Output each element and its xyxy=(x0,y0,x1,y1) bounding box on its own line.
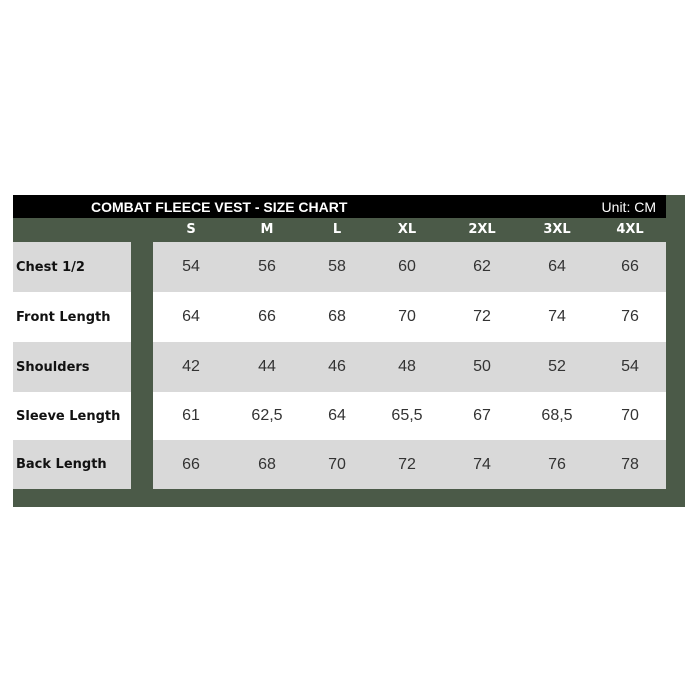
table-cell: 56 xyxy=(258,258,276,275)
row-label: Sleeve Length xyxy=(13,392,131,440)
table-row: 42 44 46 48 50 52 54 xyxy=(153,342,666,392)
table-cell: 52 xyxy=(548,358,566,375)
table-cell: 72 xyxy=(473,308,491,325)
table-cell: 78 xyxy=(621,455,639,473)
table-cell: 64 xyxy=(328,407,346,424)
table-cell: 74 xyxy=(548,308,566,325)
table-cell: 62 xyxy=(473,258,491,275)
table-cell: 70 xyxy=(398,308,416,325)
size-header: M xyxy=(260,222,274,237)
table-row: 54 56 58 60 62 64 66 xyxy=(153,242,666,292)
table-cell: 44 xyxy=(258,358,276,375)
table-cell: 66 xyxy=(258,308,276,325)
size-header: 3XL xyxy=(543,222,571,237)
table-cell: 67 xyxy=(473,407,491,424)
table-cell: 66 xyxy=(182,455,200,473)
table-cell: 64 xyxy=(182,308,200,325)
unit-label: Unit: CM xyxy=(601,199,656,215)
table-cell: 58 xyxy=(328,258,346,275)
table-cell: 68 xyxy=(258,455,276,473)
table-cell: 64 xyxy=(548,258,566,275)
table-cell: 61 xyxy=(182,407,200,424)
table-row: 61 62,5 64 65,5 67 68,5 70 xyxy=(153,392,666,440)
table-cell: 48 xyxy=(398,358,416,375)
table-cell: 68,5 xyxy=(541,407,573,424)
table-cell: 46 xyxy=(328,358,346,375)
table-cell: 66 xyxy=(621,258,639,275)
table-cell: 68 xyxy=(328,308,346,325)
chart-title: COMBAT FLEECE VEST - SIZE CHART xyxy=(91,199,348,215)
size-header: 2XL xyxy=(468,222,496,237)
table-cell: 70 xyxy=(621,407,639,424)
table-cell: 65,5 xyxy=(391,407,423,424)
table-cell: 42 xyxy=(182,358,200,375)
row-label: Shoulders xyxy=(13,342,131,392)
table-cell: 70 xyxy=(328,455,346,473)
table-cell: 54 xyxy=(182,258,200,275)
size-header: 4XL xyxy=(616,222,644,237)
row-label: Front Length xyxy=(13,292,131,342)
table-row: 64 66 68 70 72 74 76 xyxy=(153,292,666,342)
row-label: Back Length xyxy=(13,440,131,489)
table-cell: 74 xyxy=(473,455,491,473)
table-cell: 62,5 xyxy=(251,407,283,424)
size-header: S xyxy=(186,222,196,237)
table-row: 66 68 70 72 74 76 78 xyxy=(153,440,666,489)
table-cell: 76 xyxy=(621,308,639,325)
table-cell: 54 xyxy=(621,358,639,375)
size-header: XL xyxy=(397,222,417,237)
table-cell: 60 xyxy=(398,258,416,275)
table-cell: 72 xyxy=(398,455,416,473)
table-cell: 50 xyxy=(473,358,491,375)
title-bar: COMBAT FLEECE VEST - SIZE CHART Unit: CM xyxy=(13,195,666,218)
table-cell: 76 xyxy=(548,455,566,473)
row-label: Chest 1/2 xyxy=(13,242,131,292)
size-header: L xyxy=(332,222,342,237)
